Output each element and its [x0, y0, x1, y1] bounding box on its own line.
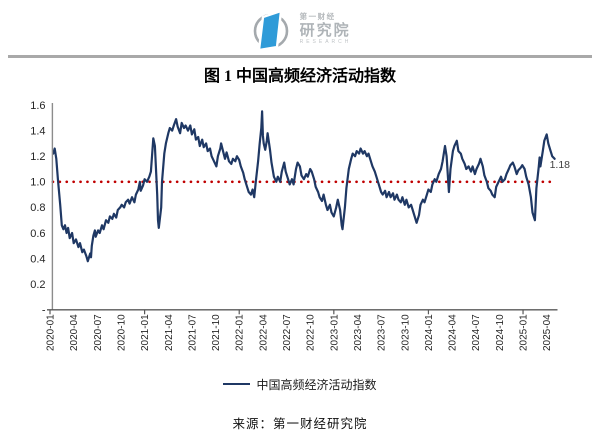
x-axis-label: 2022-07: [282, 314, 293, 351]
source-note: 来源：第一财经研究院: [232, 417, 368, 431]
logo-brand-main: 研究院: [299, 21, 351, 39]
x-axis-label: 2024-07: [471, 314, 482, 351]
figure-title: 图 1 中国高频经济活动指数: [203, 68, 396, 85]
legend-line-marker-icon: [223, 382, 251, 386]
x-axis-label: 2022-10: [306, 314, 317, 351]
x-axis-label: 2021-07: [187, 314, 198, 351]
legend-label: 中国高频经济活动指数: [256, 377, 377, 392]
x-axis-label: 2020-04: [69, 314, 80, 351]
x-axis-label: 2023-10: [400, 314, 411, 351]
x-axis-label: 2024-01: [424, 314, 435, 351]
x-axis-label: 2023-04: [353, 314, 364, 351]
y-axis-label: 0.2: [30, 279, 45, 291]
x-axis-label: 2022-04: [258, 314, 269, 351]
x-axis-label: 2023-07: [377, 314, 388, 351]
x-axis-label: 2020-01: [46, 314, 57, 351]
y-axis-label: 0.8: [30, 202, 45, 214]
x-axis-label: 2024-10: [495, 314, 506, 351]
logo-parallelogram-icon: [257, 9, 282, 52]
x-axis-label: 2023-01: [329, 314, 340, 351]
logo-brand-sub: RESEARCH: [299, 38, 352, 45]
y-axis-label: 1.4: [30, 125, 45, 137]
y-axis-label: 0.6: [30, 228, 45, 240]
x-axis-label: 2022-01: [235, 314, 246, 351]
yicai-logo: 第一财经 研究院 RESEARCH: [0, 6, 600, 52]
last-value-label: 1.18: [550, 159, 571, 171]
x-axis-label: 2024-04: [448, 314, 459, 351]
x-axis-label: 2020-10: [116, 314, 127, 351]
y-axis-label: 1.6: [30, 100, 45, 112]
y-axis-label: 1.0: [30, 177, 45, 189]
x-axis-label: 2025-04: [542, 314, 553, 351]
logo-text-block: 第一财经 研究院 RESEARCH: [300, 13, 352, 45]
y-axis-label: -: [42, 305, 46, 317]
yicai-logo-icon: [253, 9, 288, 52]
legend: 中国高频经济活动指数: [0, 375, 600, 393]
logo-brand-top: 第一财经: [299, 12, 336, 22]
x-axis-label: 2020-07: [93, 314, 104, 351]
series-line: [52, 110, 556, 263]
y-axis-label: 1.2: [30, 151, 45, 163]
x-axis-label: 2021-01: [140, 314, 151, 351]
x-axis-label: 2025-01: [519, 314, 530, 351]
header-divider: [8, 55, 592, 58]
y-axis-label: 0.4: [30, 253, 45, 265]
x-axis-label: 2021-10: [211, 314, 222, 351]
x-axis-label: 2021-04: [164, 314, 175, 351]
